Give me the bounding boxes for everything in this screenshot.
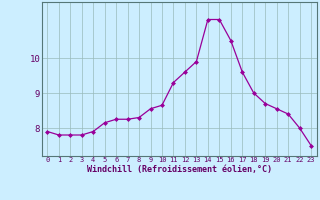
X-axis label: Windchill (Refroidissement éolien,°C): Windchill (Refroidissement éolien,°C) [87, 165, 272, 174]
